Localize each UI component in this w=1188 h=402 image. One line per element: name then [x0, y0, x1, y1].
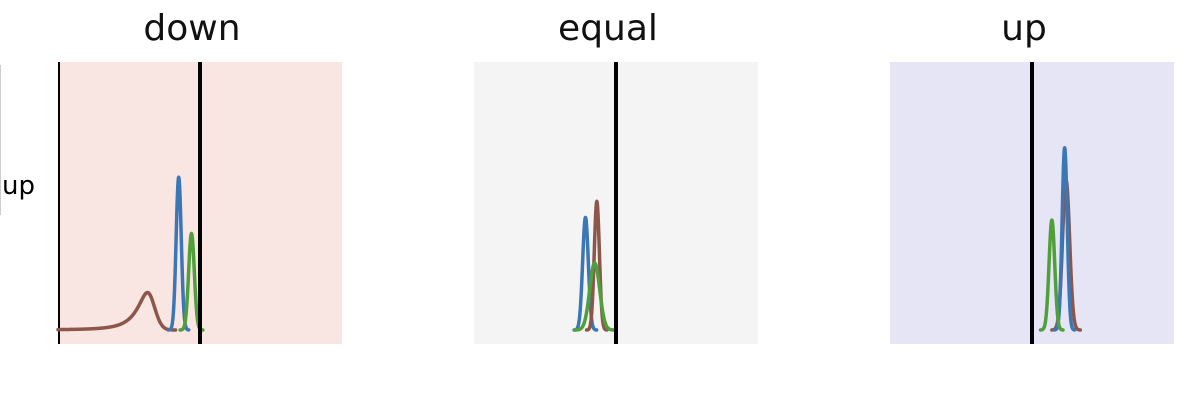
series-line-0	[572, 215, 599, 332]
series-line-1	[584, 199, 609, 332]
plot-area	[890, 62, 1174, 344]
chart-title: down	[143, 8, 241, 49]
chart-panel-equal: equal	[458, 0, 758, 402]
plot-area	[474, 62, 758, 344]
series-line-0	[56, 290, 178, 332]
chart-title: up	[1001, 8, 1047, 49]
series-line-2	[573, 261, 616, 332]
row-label: up	[2, 171, 35, 201]
chart-title: equal	[558, 8, 658, 49]
plot-area	[56, 62, 342, 344]
chart-panel-up: up	[874, 0, 1174, 402]
series-line-2	[1038, 218, 1065, 332]
row-label-tick	[0, 65, 1, 215]
chart-panel-down: down	[42, 0, 342, 402]
